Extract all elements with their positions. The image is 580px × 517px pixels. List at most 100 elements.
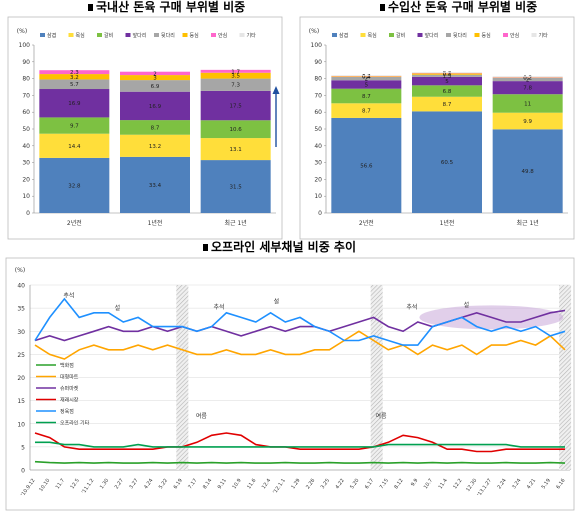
bar-value-label: 16.9 xyxy=(149,104,162,110)
bar-value-label: 5.7 xyxy=(70,82,79,88)
legend-label: 기타 xyxy=(247,32,257,39)
bar-value-label: 11 xyxy=(524,101,531,107)
bar-value-label: 2.3 xyxy=(70,70,79,76)
x-tick-label: 2년전 xyxy=(67,219,82,227)
x-tick-label: '11.1.2 xyxy=(81,478,96,496)
y-tick-label: 60 xyxy=(314,109,322,116)
series-line-5 xyxy=(35,442,565,447)
legend-swatch xyxy=(211,33,216,37)
legend-label: 슈퍼마켓 xyxy=(60,385,79,392)
x-tick-label: 5.19 xyxy=(541,478,552,491)
x-tick-label: 12.5 xyxy=(70,478,81,491)
title-square-icon xyxy=(380,4,385,11)
bar-value-label: 56.6 xyxy=(360,163,373,169)
annotation-chuseok: 추석 xyxy=(406,303,417,311)
bar-segment xyxy=(493,76,563,77)
x-tick-label: 2.24 xyxy=(496,478,507,491)
legend-swatch xyxy=(532,33,537,37)
x-tick-label: 11.4 xyxy=(438,478,449,491)
x-tick-label: 8.14 xyxy=(202,478,213,491)
y-tick-label: 80 xyxy=(22,76,30,83)
holiday-band xyxy=(559,285,571,470)
annotation-chuseok: 추석 xyxy=(63,291,74,299)
bar-value-label: 5 xyxy=(445,79,449,85)
y-tick-label: 20 xyxy=(314,176,322,183)
y-tick-label: 35 xyxy=(17,306,25,313)
x-tick-label: 3.24 xyxy=(511,478,522,491)
x-tick-label: 10.9 xyxy=(231,478,242,491)
y-tick-label: 20 xyxy=(17,375,25,382)
legend-label: 안심 xyxy=(218,32,227,39)
x-tick-label: 7.15 xyxy=(379,478,390,491)
x-tick-label: 10.10 xyxy=(38,478,51,493)
annotation-summer: 여름 xyxy=(375,412,387,420)
bar-value-label: 5 xyxy=(365,82,369,88)
y-tick-label: 15 xyxy=(17,398,25,405)
legend-label: 목심 xyxy=(368,32,377,39)
legend-swatch xyxy=(446,33,451,37)
trend-arrow-head-icon xyxy=(273,86,280,94)
bar-value-label: 17.5 xyxy=(230,104,243,110)
legend-label: 안심 xyxy=(510,32,519,39)
x-tick-label: 1.29 xyxy=(290,478,301,491)
y-tick-label: 10 xyxy=(17,421,25,428)
x-tick-label: 12.2 xyxy=(452,478,463,491)
y-tick-label: 0 xyxy=(21,468,25,475)
y-tick-label: 30 xyxy=(17,329,25,336)
legend-label: 갈비 xyxy=(396,32,405,39)
bar-value-label: 9.9 xyxy=(523,119,532,125)
x-tick-label: 9.9 xyxy=(410,478,419,488)
series-line-1 xyxy=(35,331,565,359)
x-tick-label: 8.12 xyxy=(393,478,404,491)
y-tick-label: 30 xyxy=(22,160,30,167)
annotation-seol: 설 xyxy=(464,301,470,309)
legend-swatch xyxy=(154,33,159,37)
bar-value-label: 14.4 xyxy=(68,144,81,150)
legend-label: 뒷다리 xyxy=(161,32,175,39)
legend-label: 오프라인 기타 xyxy=(60,420,90,427)
bar-value-label: 33.4 xyxy=(149,183,162,189)
annotation-seol: 설 xyxy=(115,304,121,312)
legend-swatch xyxy=(361,33,366,37)
legend-label: 대형마트 xyxy=(60,374,79,381)
legend-swatch xyxy=(97,33,102,37)
x-tick-label: 2.27 xyxy=(114,478,125,491)
x-tick-label: 5.20 xyxy=(349,478,360,491)
bar-value-label: 7.8 xyxy=(523,86,532,92)
legend-label: 갈비 xyxy=(104,32,113,39)
x-tick-label: 4.21 xyxy=(526,478,537,491)
bar-value-label: 8.7 xyxy=(443,102,452,108)
x-tick-label: 6.17 xyxy=(364,478,375,491)
x-tick-label: 11.6 xyxy=(246,478,257,491)
x-tick-label: 12.4 xyxy=(261,478,272,491)
y-tick-label: 50 xyxy=(22,126,30,133)
x-tick-label: 2.26 xyxy=(305,478,316,491)
bar-value-label: 13.2 xyxy=(149,144,161,150)
panel-frame xyxy=(6,258,574,510)
y-tick-label: 30 xyxy=(314,160,322,167)
legend-label: 목심 xyxy=(76,32,85,39)
y-tick-label: 25 xyxy=(17,352,25,359)
y-tick-label: 0 xyxy=(26,210,30,217)
y-tick-label: 40 xyxy=(17,283,25,290)
title-square-icon xyxy=(203,244,208,251)
x-tick-label: 1년전 xyxy=(148,219,163,227)
legend-label: 등심 xyxy=(482,32,491,39)
bar-value-label: 13.1 xyxy=(230,147,242,153)
annotation-summer: 여름 xyxy=(196,412,208,420)
x-tick-label: 7.17 xyxy=(187,478,198,491)
legend-swatch xyxy=(475,33,480,37)
x-tick-label: 4.24 xyxy=(143,478,154,491)
x-tick-label: 3.25 xyxy=(320,478,331,491)
legend-label: 앞다리 xyxy=(133,32,147,39)
y-axis-unit: (%) xyxy=(309,28,319,35)
bar-value-label: 10.6 xyxy=(230,127,243,133)
bar-value-label: 32.8 xyxy=(68,183,81,189)
bar-value-label: 16.9 xyxy=(68,101,81,107)
bar-value-label: 31.5 xyxy=(230,185,243,191)
holiday-band xyxy=(371,285,383,470)
legend-swatch xyxy=(418,33,423,37)
y-tick-label: 100 xyxy=(19,42,31,49)
series-line-3 xyxy=(35,433,565,452)
